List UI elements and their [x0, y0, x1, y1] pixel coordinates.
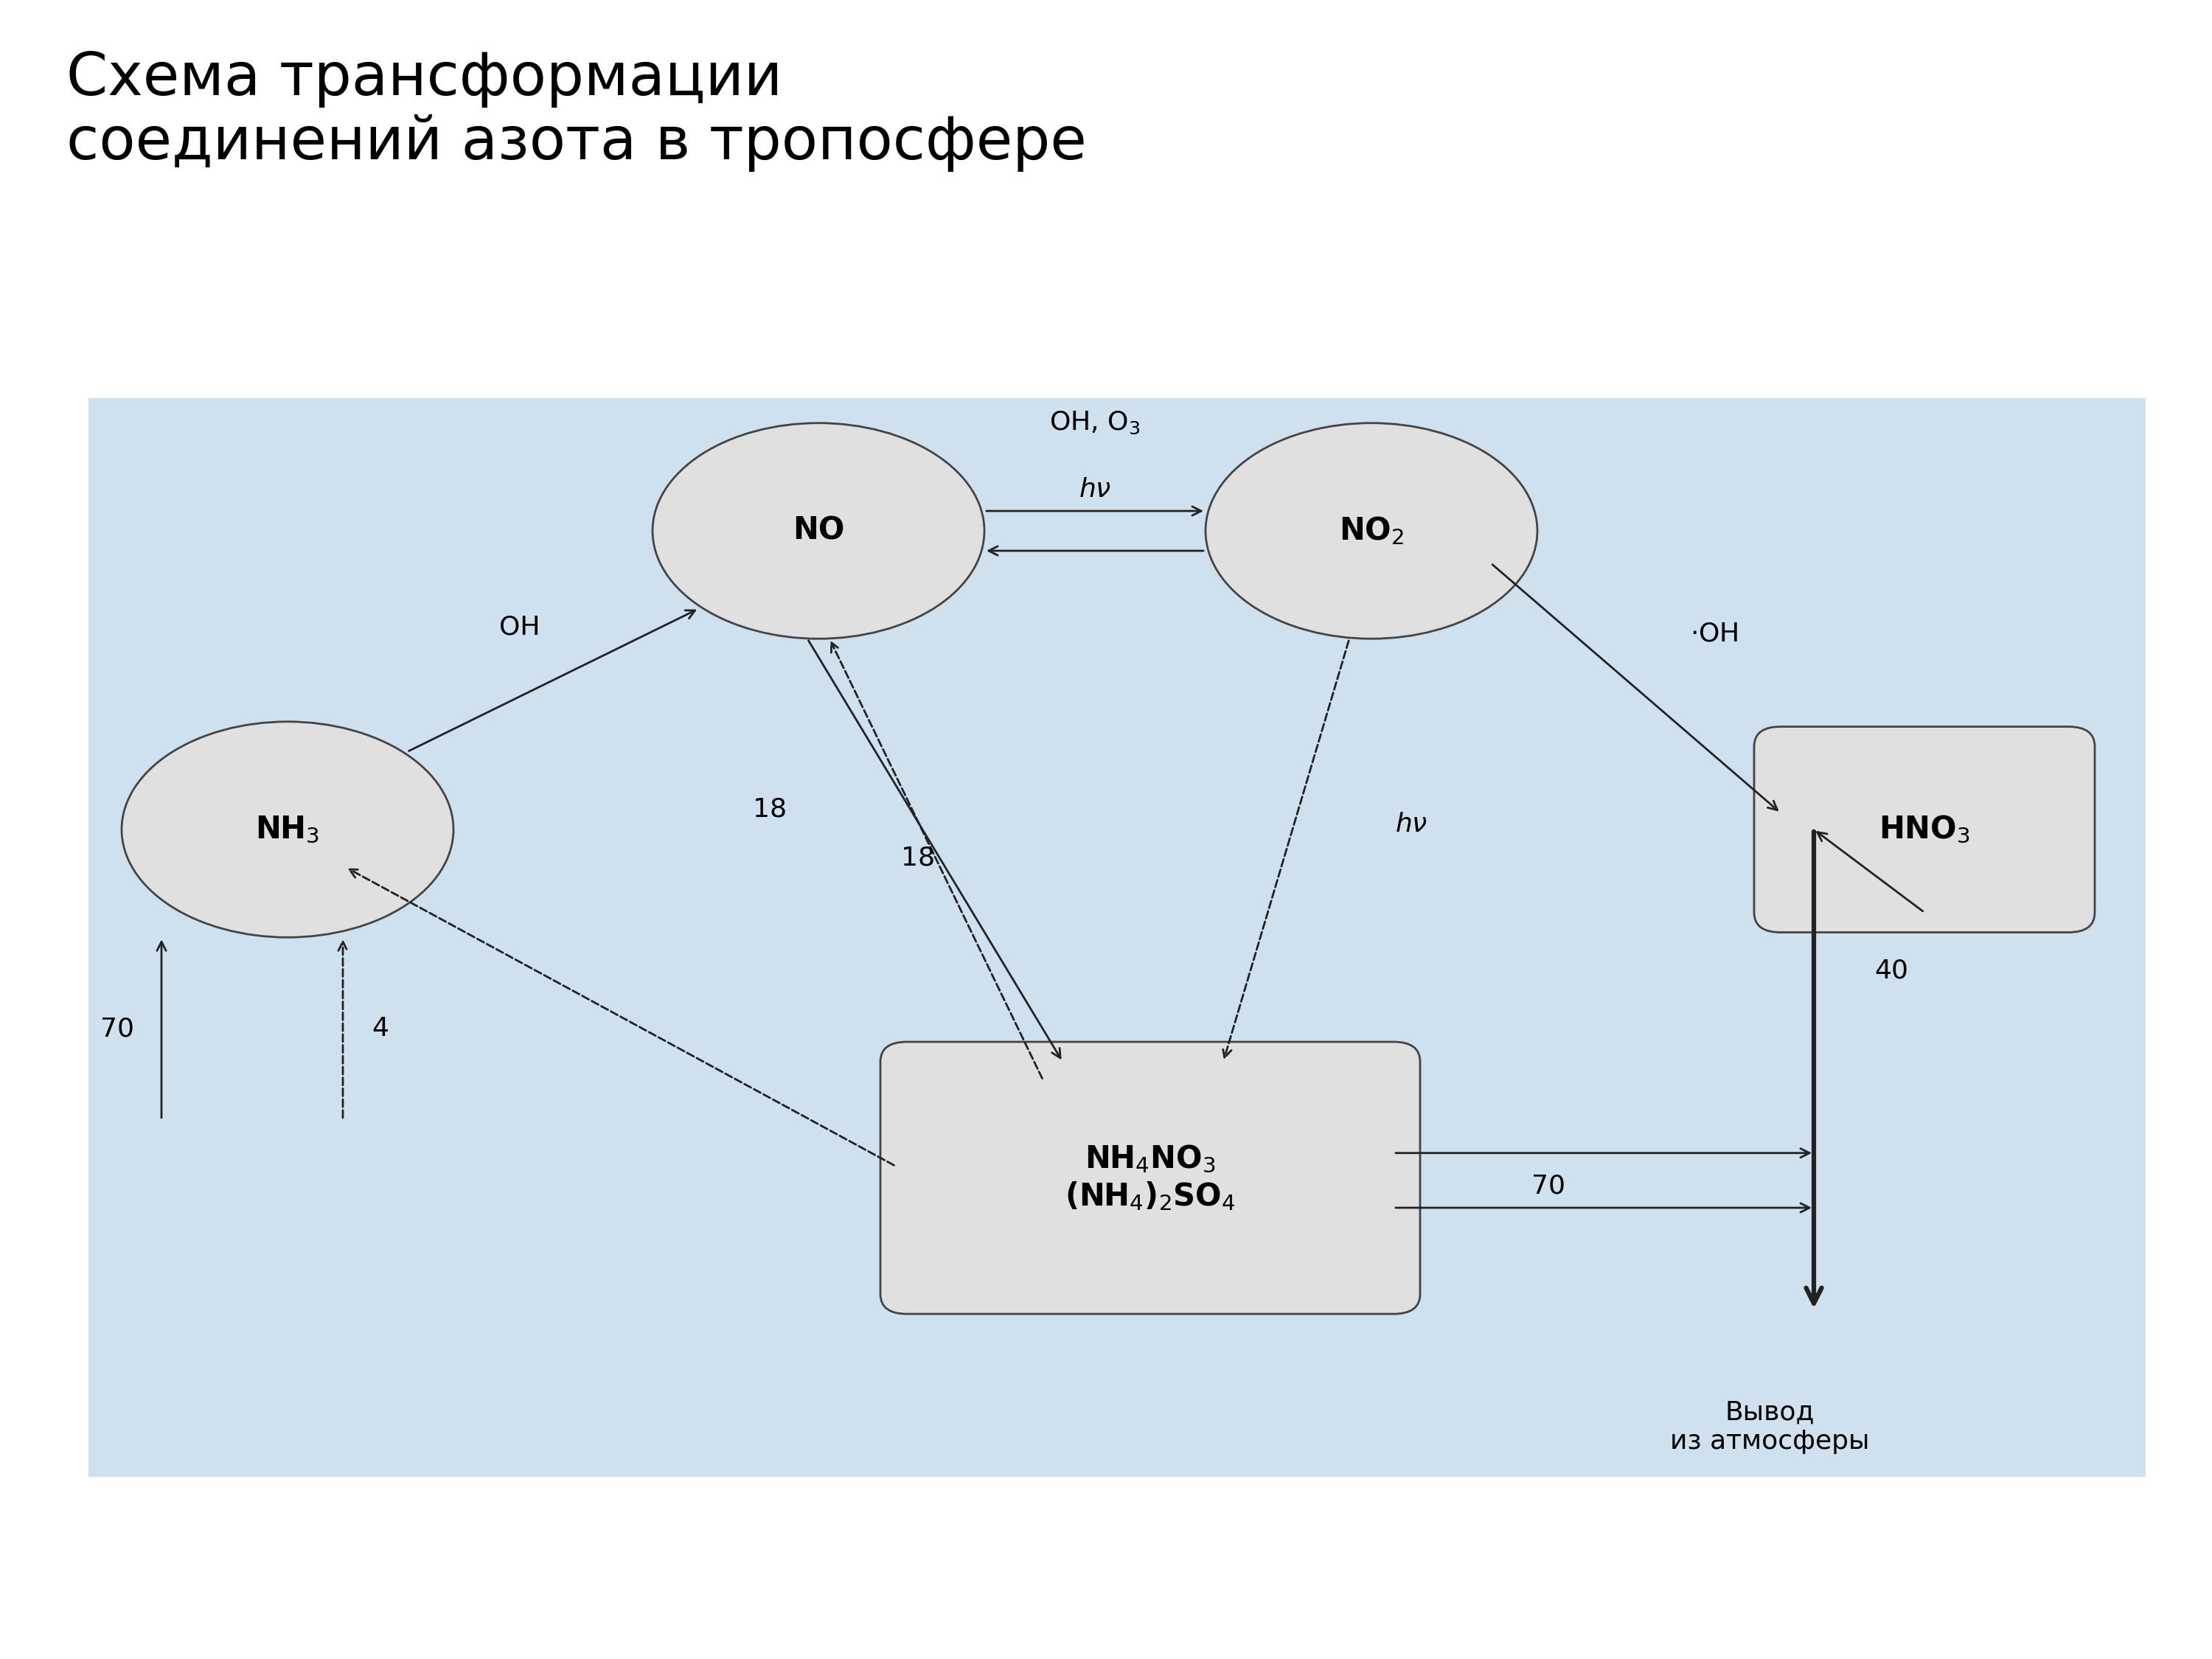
- Text: OH, O$_3$: OH, O$_3$: [1048, 410, 1141, 436]
- Text: OH: OH: [500, 614, 540, 640]
- Text: Схема трансформации
соединений азота в тропосфере: Схема трансформации соединений азота в т…: [66, 50, 1086, 171]
- Text: 70: 70: [1531, 1173, 1566, 1199]
- FancyBboxPatch shape: [88, 398, 2146, 1477]
- Ellipse shape: [1206, 423, 1537, 639]
- Text: NO: NO: [792, 516, 845, 546]
- Text: 18: 18: [752, 796, 787, 823]
- Text: $h\nu$: $h\nu$: [1396, 811, 1427, 838]
- Text: $h\nu$: $h\nu$: [1079, 476, 1110, 503]
- Ellipse shape: [653, 423, 984, 639]
- FancyBboxPatch shape: [1754, 727, 2095, 932]
- Text: HNO$_3$: HNO$_3$: [1878, 815, 1971, 844]
- FancyBboxPatch shape: [880, 1042, 1420, 1314]
- Text: NO$_2$: NO$_2$: [1338, 514, 1405, 547]
- Text: $\cdot$OH: $\cdot$OH: [1690, 620, 1739, 647]
- Text: Вывод
из атмосферы: Вывод из атмосферы: [1670, 1400, 1869, 1453]
- Text: NH$_3$: NH$_3$: [254, 815, 321, 844]
- Text: 4: 4: [372, 1015, 389, 1042]
- Text: 70: 70: [100, 1015, 135, 1042]
- Ellipse shape: [122, 722, 453, 937]
- Text: 18: 18: [900, 844, 936, 871]
- Text: NH$_4$NO$_3$
(NH$_4$)$_2$SO$_4$: NH$_4$NO$_3$ (NH$_4$)$_2$SO$_4$: [1064, 1143, 1237, 1213]
- Text: 40: 40: [1874, 957, 1909, 984]
